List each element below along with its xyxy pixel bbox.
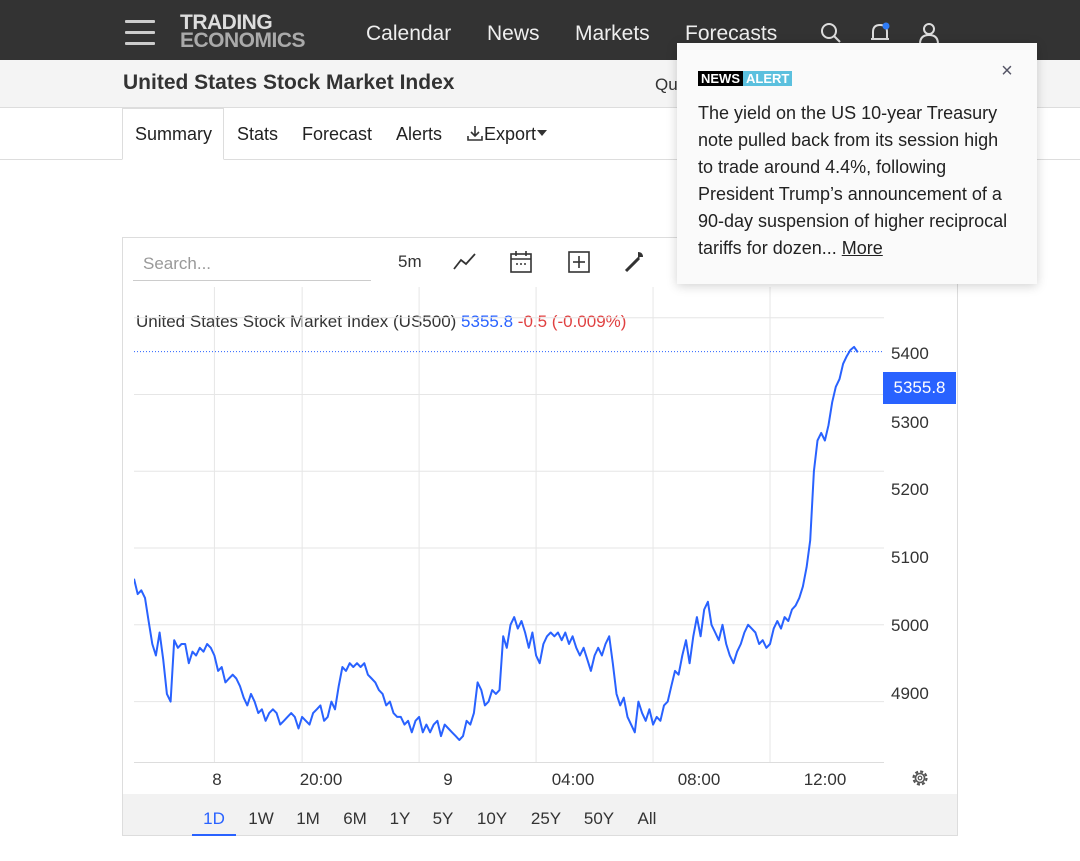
chart-legend-header: United States Stock Market Index (US500)… [136,312,626,332]
range-6m[interactable]: 6M [343,809,367,828]
calendar-icon[interactable] [509,249,533,275]
tab-summary[interactable]: Summary [135,124,213,144]
badge-alert: ALERT [743,71,793,86]
price-series-line [134,345,859,741]
tabs-divider [0,159,1080,160]
symbol-search-input[interactable] [133,250,373,278]
range-all[interactable]: All [637,809,657,828]
y-tick-label: 5000 [891,616,929,635]
symbol-search[interactable] [133,250,373,281]
tab-export[interactable]: Export [466,124,548,145]
chart-type-line-icon[interactable] [452,249,478,275]
interval-selector[interactable]: 5m [398,252,422,271]
chart-container [122,237,958,836]
tab-export-label: Export [484,124,537,144]
nav-markets[interactable]: Markets [575,22,650,45]
range-25y[interactable]: 25Y [530,809,562,828]
range-50y[interactable]: 50Y [583,809,615,828]
chart-symbol-name: United States Stock Market Index (US500) [136,312,457,331]
chart-price-change: -0.5 (-0.009%) [517,312,627,331]
active-range-underline [192,834,236,836]
y-tick-label: 5100 [891,548,929,567]
logo-line-economics: ECONOMICS [180,29,306,52]
caret-down-icon [537,130,548,136]
news-alert-popup: NEWS ALERT × The yield on the US 10-year … [677,43,1037,284]
user-account-icon[interactable] [916,20,942,46]
last-price-tag: 5355.8 [883,372,956,404]
x-tick-label: 9 [443,770,453,789]
news-alert-badge: NEWS ALERT [698,68,793,89]
range-1m[interactable]: 1M [296,809,320,828]
nav-news[interactable]: News [487,22,540,45]
hamburger-menu-icon[interactable] [125,20,155,46]
tab-forecast[interactable]: Forecast [302,124,373,144]
chart-last-price: 5355.8 [461,312,514,331]
y-tick-label: 5300 [891,413,929,432]
y-tick-label: 5400 [891,344,929,363]
search-icon[interactable] [818,20,844,46]
badge-news: NEWS [698,71,743,86]
add-indicator-icon[interactable] [567,249,591,275]
range-1w[interactable]: 1W [248,809,274,828]
nav-calendar[interactable]: Calendar [366,22,452,45]
close-icon[interactable]: × [1001,60,1013,82]
price-chart-plot[interactable] [134,287,884,763]
tab-alerts[interactable]: Alerts [396,124,443,144]
nav-forecasts[interactable]: Forecasts [685,22,778,45]
x-tick-label: 08:00 [677,770,721,789]
x-tick-label: 20:00 [299,770,343,789]
wrench-settings-icon[interactable] [622,249,646,275]
quote-link-fragment[interactable]: Qu [655,75,678,94]
x-tick-label: 8 [212,770,222,789]
news-alert-body: The yield on the US 10-year Treasury not… [698,103,1008,258]
x-tick-label: 12:00 [803,770,847,789]
news-alert-more-link[interactable]: More [841,238,883,258]
range-1d[interactable]: 1D [203,809,225,828]
y-tick-label: 5200 [891,480,929,499]
range-selector-bar [123,794,957,835]
page-title: United States Stock Market Index [123,71,455,94]
chart-settings-gear-icon[interactable] [909,767,931,789]
tab-stats[interactable]: Stats [237,124,279,144]
news-alert-text: The yield on the US 10-year Treasury not… [698,100,1018,262]
y-tick-label: 4900 [891,684,929,703]
range-1y[interactable]: 1Y [389,809,411,828]
download-icon [467,126,483,141]
range-10y[interactable]: 10Y [476,809,508,828]
tab-active-box [122,108,224,160]
logo-line-trading: TRADING [180,11,273,34]
notification-bell-icon[interactable] [867,20,893,46]
range-5y[interactable]: 5Y [432,809,454,828]
trading-economics-logo[interactable]: TRADING ECONOMICS [180,11,306,52]
x-tick-label: 04:00 [551,770,595,789]
